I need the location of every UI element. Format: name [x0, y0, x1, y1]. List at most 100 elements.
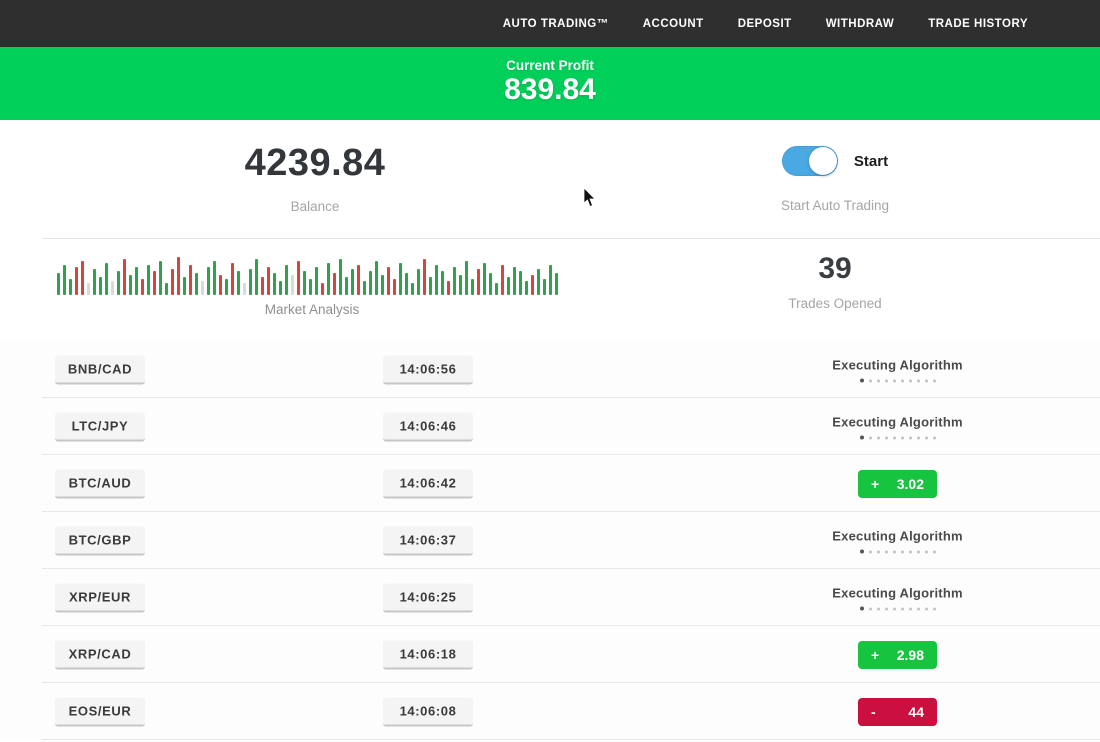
- market-bar: [297, 261, 300, 295]
- market-bar: [375, 261, 378, 295]
- trade-status: +2.98: [830, 640, 965, 669]
- market-bar: [345, 277, 348, 295]
- progress-dot-icon: [908, 379, 912, 382]
- market-bar: [111, 281, 114, 295]
- market-bar: [57, 273, 60, 295]
- market-bar: [303, 271, 306, 295]
- progress-dot-icon: [892, 550, 896, 553]
- progress-dot-icon: [924, 550, 928, 553]
- progress-dot-icon: [859, 549, 864, 553]
- auto-trading-sublabel: Start Auto Trading: [780, 198, 890, 213]
- executing-label: Executing Algorithm: [832, 357, 963, 372]
- result-value: 44: [908, 703, 924, 720]
- market-bar: [519, 271, 522, 295]
- trade-row: LTC/JPY 14:06:46 Executing Algorithm: [0, 398, 1100, 455]
- balance-label: Balance: [290, 199, 340, 214]
- progress-dot-icon: [884, 550, 888, 553]
- time-chip: 14:06:42: [383, 469, 473, 498]
- market-bar: [81, 261, 84, 295]
- progress-dot-icon: [868, 550, 872, 553]
- market-bar: [339, 259, 342, 295]
- progress-dot-icon: [859, 378, 864, 382]
- time-chip: 14:06:46: [383, 412, 473, 441]
- progress-dot-icon: [916, 607, 920, 610]
- progress-dot-icon: [892, 436, 896, 439]
- pair-chip: BNB/CAD: [55, 355, 145, 384]
- nav-item[interactable]: WITHDRAW: [825, 17, 895, 30]
- trade-status: Executing Algorithm: [830, 528, 965, 553]
- market-bar: [477, 269, 480, 295]
- progress-dot-icon: [884, 436, 888, 439]
- nav-item[interactable]: TRADE HISTORY: [928, 17, 1028, 30]
- market-bar: [225, 279, 228, 295]
- auto-trading-toggle[interactable]: [781, 146, 838, 176]
- market-bar: [285, 265, 288, 295]
- market-bar: [123, 259, 126, 295]
- market-bar: [213, 261, 216, 295]
- progress-dot-icon: [868, 436, 872, 439]
- market-bar: [273, 273, 276, 295]
- trade-status: Executing Algorithm: [830, 585, 965, 610]
- nav-item[interactable]: ACCOUNT: [642, 17, 704, 30]
- market-bar: [471, 279, 474, 295]
- market-bar: [255, 259, 258, 295]
- market-bar: [507, 277, 510, 295]
- market-bar: [267, 267, 270, 295]
- balance-block: 4239.84 Balance: [120, 142, 510, 214]
- divider: [42, 238, 1100, 239]
- executing-label: Executing Algorithm: [832, 585, 963, 600]
- progress-dots: [830, 606, 965, 610]
- progress-dot-icon: [908, 436, 912, 439]
- progress-dot-icon: [924, 607, 928, 610]
- market-bar: [237, 271, 240, 295]
- trade-row: XRP/CAD 14:06:18 +2.98: [0, 626, 1100, 683]
- progress-dot-icon: [900, 550, 904, 553]
- market-bar: [333, 273, 336, 295]
- market-bar: [537, 269, 540, 295]
- progress-dot-icon: [916, 550, 920, 553]
- market-bar: [555, 273, 558, 295]
- toggle-row: Start: [700, 146, 970, 176]
- market-bar: [201, 281, 204, 295]
- result-value: 2.98: [896, 646, 924, 663]
- trades-opened-block: 39 Trades Opened: [700, 252, 970, 311]
- market-bar: [501, 265, 504, 295]
- market-bar: [435, 265, 438, 295]
- progress-dot-icon: [876, 436, 880, 439]
- market-bar: [321, 283, 324, 295]
- market-bar: [411, 283, 414, 295]
- top-nav: AUTO TRADING™ ACCOUNT DEPOSIT WITHDRAW TRADE…: [0, 0, 1100, 47]
- current-profit-banner: Current Profit 839.84: [0, 47, 1100, 120]
- market-section: Market Analysis 39 Trades Opened: [0, 238, 1100, 341]
- progress-dot-icon: [932, 550, 936, 553]
- market-bar: [309, 279, 312, 295]
- progress-dots: [830, 435, 965, 439]
- market-bar: [195, 273, 198, 295]
- progress-dot-icon: [932, 607, 936, 610]
- progress-dot-icon: [884, 607, 888, 610]
- market-bar: [129, 275, 132, 295]
- nav-item[interactable]: DEPOSIT: [737, 17, 792, 30]
- market-analysis-chart: [57, 255, 567, 295]
- market-bar: [63, 265, 66, 295]
- result-badge: +3.02: [858, 469, 937, 498]
- market-bar: [381, 275, 384, 295]
- progress-dot-icon: [900, 379, 904, 382]
- market-bar: [459, 275, 462, 295]
- market-bar: [369, 271, 372, 295]
- pair-chip: BTC/GBP: [55, 526, 145, 555]
- toggle-knob-icon: [808, 147, 837, 175]
- progress-dot-icon: [916, 379, 920, 382]
- market-bar: [315, 267, 318, 295]
- nav-item[interactable]: AUTO TRADING™: [502, 17, 609, 30]
- pair-chip: BTC/AUD: [55, 469, 145, 498]
- market-bar: [483, 263, 486, 295]
- market-bar: [405, 273, 408, 295]
- progress-dot-icon: [932, 436, 936, 439]
- pair-chip: XRP/CAD: [55, 640, 145, 669]
- trade-status: +3.02: [830, 469, 965, 498]
- toggle-label: Start: [853, 152, 889, 170]
- market-bar: [141, 279, 144, 295]
- market-bar: [75, 267, 78, 295]
